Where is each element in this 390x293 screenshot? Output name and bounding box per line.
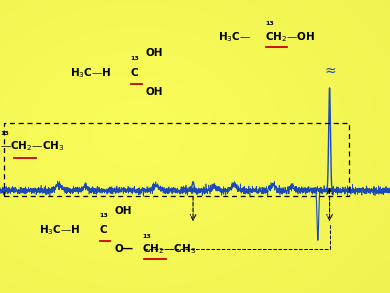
Text: $\approx$: $\approx$ <box>322 63 337 77</box>
Text: 13: 13 <box>0 131 9 136</box>
Text: OH: OH <box>145 48 163 58</box>
Text: 13: 13 <box>99 213 108 218</box>
Text: H$_3$C—H: H$_3$C—H <box>39 223 80 237</box>
Text: 13: 13 <box>142 234 151 239</box>
Bar <box>4 123 349 196</box>
Text: 13: 13 <box>131 56 139 61</box>
Text: —CH$_2$—CH$_3$: —CH$_2$—CH$_3$ <box>0 139 64 154</box>
Text: C: C <box>99 225 107 235</box>
Text: OH: OH <box>145 87 163 97</box>
Text: CH$_2$—OH: CH$_2$—OH <box>265 30 316 44</box>
Text: H$_3$C—H: H$_3$C—H <box>70 66 112 80</box>
Text: CH$_2$—CH$_3$: CH$_2$—CH$_3$ <box>142 242 197 256</box>
Text: C: C <box>131 68 138 78</box>
Text: H$_3$C—: H$_3$C— <box>218 30 252 44</box>
Text: 13: 13 <box>265 21 274 26</box>
Text: OH: OH <box>114 206 132 216</box>
Text: O—: O— <box>114 244 133 254</box>
